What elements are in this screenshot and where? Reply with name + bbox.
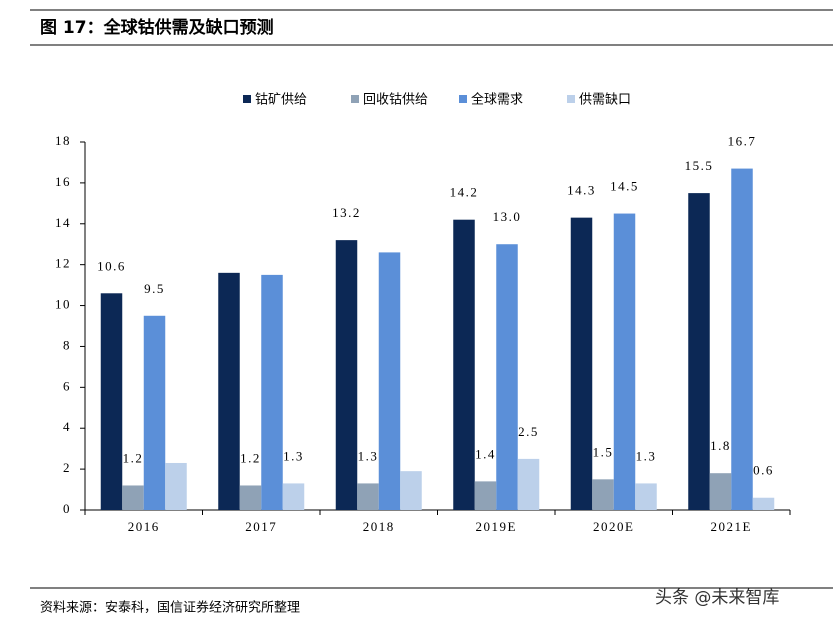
value-label: 9.5 — [144, 281, 165, 296]
value-label: 1.4 — [475, 446, 496, 461]
bar — [165, 462, 187, 510]
y-tick-label: 10 — [55, 297, 71, 312]
legend-label: 供需缺口 — [579, 93, 631, 108]
y-tick-label: 4 — [63, 419, 71, 434]
legend-label: 回收钴供给 — [363, 93, 428, 108]
bar — [453, 219, 475, 510]
legend-swatch — [459, 95, 467, 103]
bar — [261, 274, 283, 510]
value-label: 16.7 — [728, 134, 757, 149]
value-label: 1.3 — [636, 448, 657, 463]
y-tick-label: 16 — [55, 174, 71, 189]
value-label: 14.5 — [610, 179, 639, 194]
legend-swatch — [243, 95, 251, 103]
bar — [357, 483, 379, 510]
value-label: 1.2 — [240, 450, 261, 465]
bar — [496, 244, 518, 510]
watermark: 头条 @未来智库 — [655, 588, 779, 608]
value-label: 14.3 — [567, 183, 596, 198]
bar — [143, 315, 166, 510]
y-tick-label: 8 — [63, 337, 71, 352]
value-label: 1.3 — [283, 448, 304, 463]
value-label: 2.5 — [518, 424, 539, 439]
value-label: 15.5 — [685, 158, 714, 173]
value-label: 0.6 — [753, 463, 774, 478]
value-label: 1.2 — [123, 450, 144, 465]
value-label: 14.2 — [450, 185, 479, 200]
chart-title: 图 17：全球钴供需及缺口预测 — [40, 17, 274, 38]
y-tick-label: 12 — [55, 256, 71, 271]
y-tick-label: 2 — [63, 460, 71, 475]
bar — [100, 293, 123, 510]
legend-label: 钴矿供给 — [255, 93, 307, 108]
legend-swatch — [567, 95, 575, 103]
x-tick-label: 2016 — [128, 519, 160, 534]
bar — [122, 485, 144, 510]
value-label: 13.0 — [493, 209, 522, 224]
value-label: 1.3 — [358, 448, 379, 463]
bar — [218, 272, 240, 510]
bar — [752, 497, 775, 510]
value-label: 1.8 — [710, 438, 731, 453]
bar — [613, 213, 636, 511]
bar — [592, 479, 614, 510]
x-tick-label: 2021E — [711, 519, 752, 534]
bar — [400, 471, 422, 510]
bar — [709, 473, 732, 510]
bar — [688, 193, 710, 510]
bar — [335, 240, 358, 510]
y-tick-label: 6 — [63, 378, 71, 393]
y-tick-label: 14 — [55, 215, 71, 230]
bar — [731, 168, 753, 511]
value-label: 1.5 — [593, 444, 614, 459]
value-label: 10.6 — [97, 258, 126, 273]
legend-swatch — [351, 95, 359, 103]
legend-label: 全球需求 — [471, 92, 523, 108]
bar — [239, 485, 262, 510]
bar — [635, 483, 657, 510]
bar — [282, 483, 305, 510]
source-note: 资料来源：安泰科，国信证券经济研究所整理 — [40, 600, 300, 616]
x-tick-label: 2017 — [245, 519, 277, 534]
value-label: 13.2 — [332, 205, 361, 220]
y-tick-label: 18 — [55, 133, 71, 148]
bar — [378, 252, 401, 510]
x-tick-label: 2020E — [593, 519, 634, 534]
bar — [517, 458, 540, 510]
bar — [474, 481, 497, 510]
x-tick-label: 2018 — [363, 519, 395, 534]
y-tick-label: 0 — [63, 501, 71, 516]
bar — [570, 217, 593, 510]
x-tick-label: 2019E — [476, 519, 517, 534]
